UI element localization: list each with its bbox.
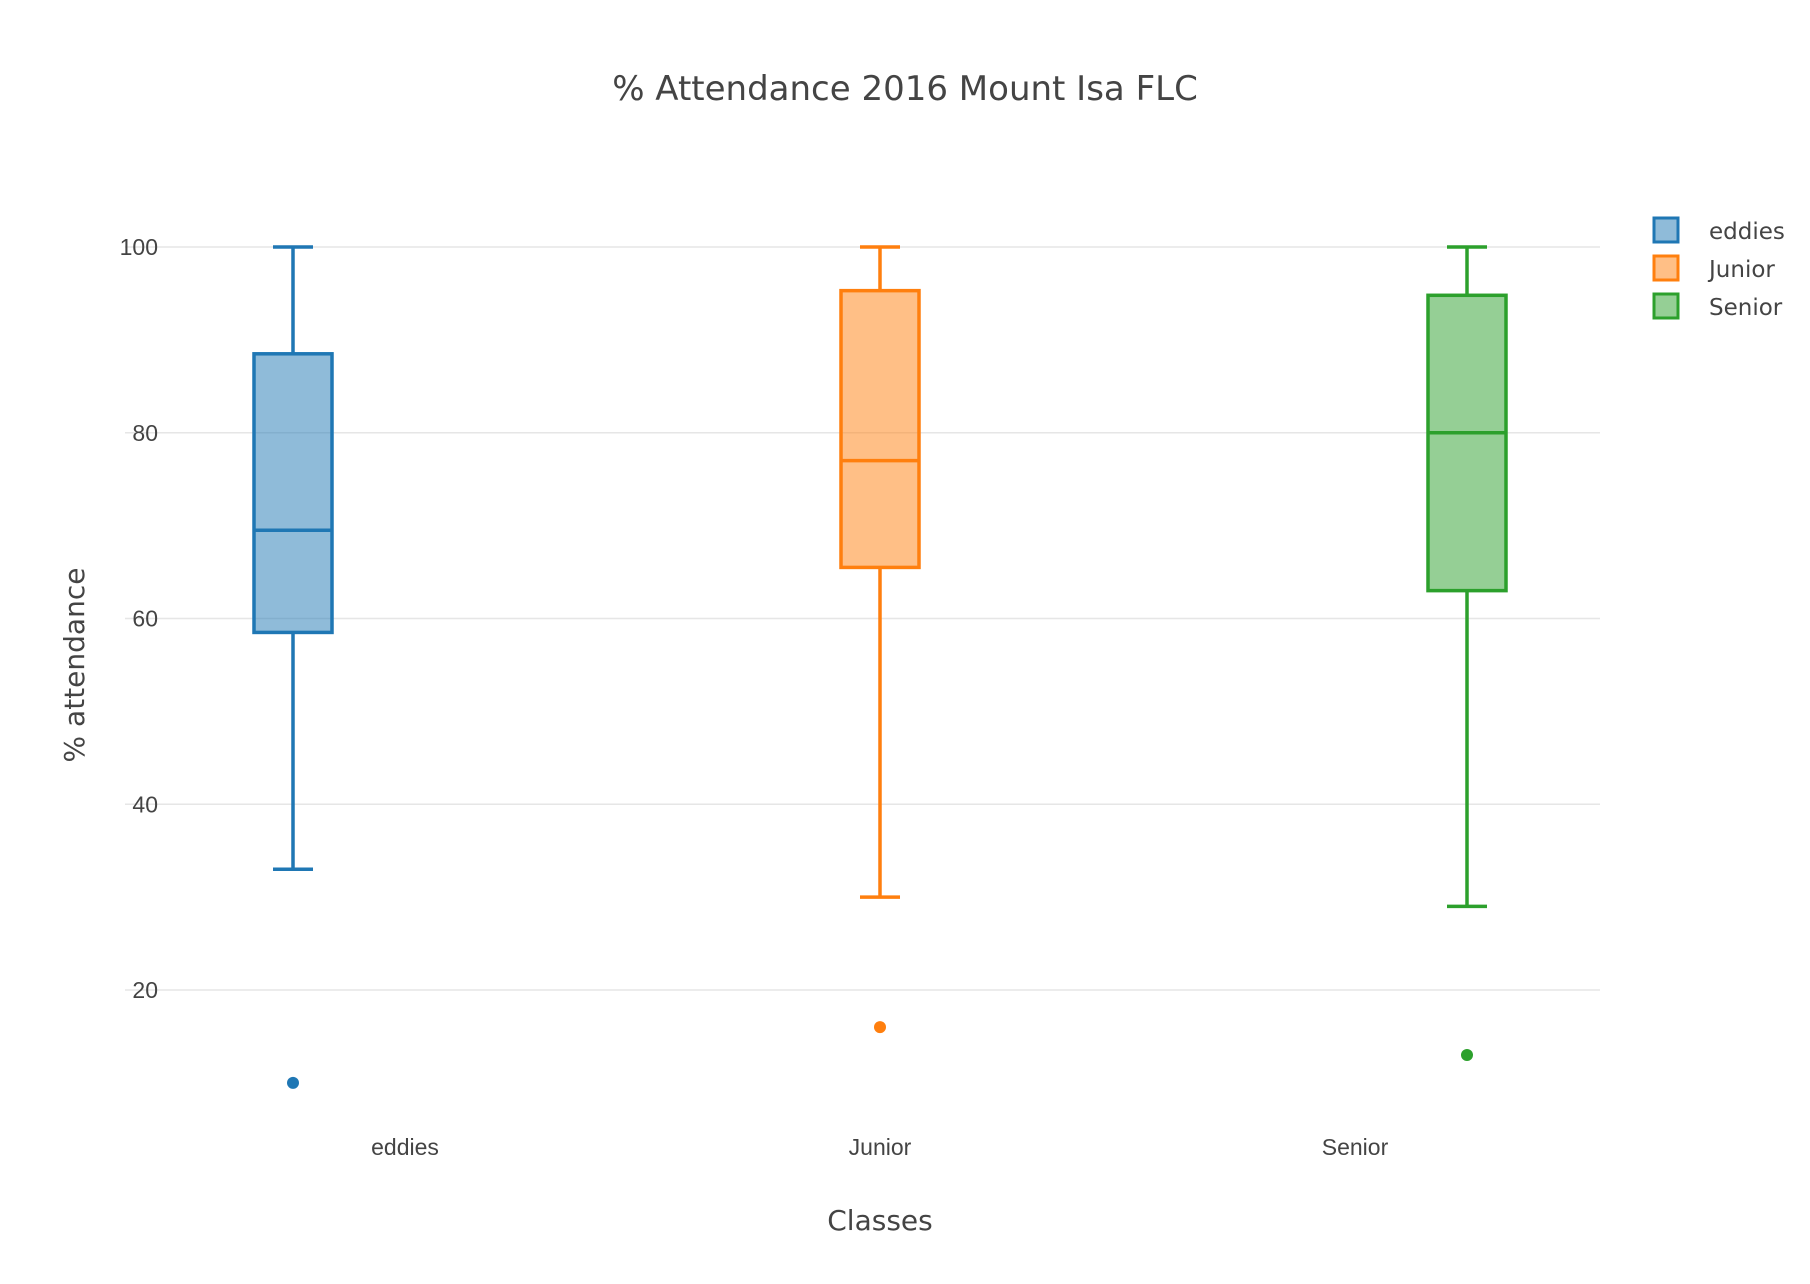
x-tick-label: Junior: [849, 1134, 912, 1160]
y-tick-label: 60: [132, 606, 158, 632]
y-tick-label: 100: [120, 234, 158, 260]
y-axis-ticks: 20 40 60 80 100: [120, 234, 158, 1003]
legend-item-eddies[interactable]: eddies: [1652, 216, 1785, 245]
x-tick-label: eddies: [371, 1134, 439, 1160]
y-tick-label: 40: [132, 791, 158, 817]
legend-swatch: [1652, 216, 1680, 244]
legend-label: eddies: [1709, 219, 1785, 245]
legend-swatch: [1652, 292, 1680, 320]
box-junior: [839, 245, 921, 1034]
legend-label: Senior: [1709, 295, 1783, 321]
boxes: [252, 245, 1508, 1089]
legend: eddies Junior Senior: [1652, 216, 1785, 321]
y-tick-label: 80: [132, 420, 158, 446]
legend-item-senior[interactable]: Senior: [1652, 292, 1783, 321]
legend-label: Junior: [1707, 257, 1775, 283]
chart-title: % Attendance 2016 Mount Isa FLC: [612, 69, 1198, 109]
x-axis-ticks: eddies Junior Senior: [371, 1134, 1388, 1160]
iqr-box: [1426, 293, 1508, 593]
iqr-box: [252, 352, 334, 635]
x-axis-title: Classes: [827, 1204, 932, 1237]
legend-swatch: [1652, 254, 1680, 282]
x-tick-label: Senior: [1322, 1134, 1389, 1160]
outlier-point: [874, 1021, 886, 1034]
box-eddies: [252, 245, 334, 1089]
box-senior: [1426, 245, 1508, 1062]
y-axis-title: % attendance: [58, 568, 91, 763]
outlier-point: [1461, 1049, 1473, 1062]
iqr-box: [839, 288, 921, 570]
outlier-point: [287, 1076, 299, 1089]
y-tick-label: 20: [132, 977, 158, 1003]
legend-item-junior[interactable]: Junior: [1652, 254, 1775, 283]
